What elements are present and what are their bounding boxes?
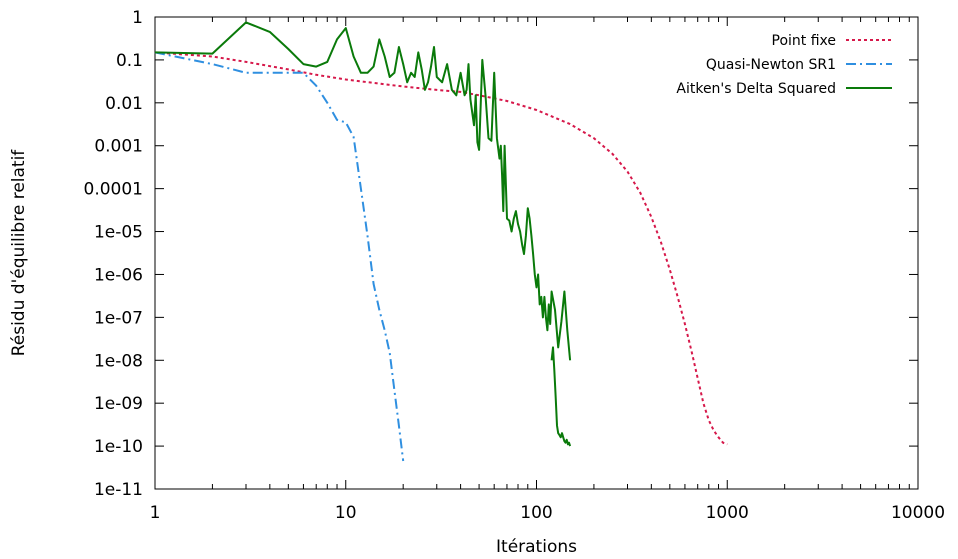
x-tick-label: 10000 (891, 503, 945, 523)
legend: Point fixe Quasi-Newton SR1 Aitken's Delta… (676, 33, 892, 97)
axis-ticks: 1 10 100 1000 10000 1 0.1 0.01 0.001 0.0001 1e-05 1… (84, 8, 946, 523)
series-1 (154, 51, 405, 462)
x-tick-label: 1000 (706, 503, 749, 523)
y-tick-label: 1e-08 (94, 351, 143, 371)
x-axis-label: Itérations (496, 537, 577, 557)
y-tick-label: 0.1 (116, 51, 143, 71)
x-tick-label: 100 (520, 503, 552, 523)
legend-label: Aitken's Delta Squared (676, 81, 836, 97)
legend-label: Quasi-Newton SR1 (706, 57, 836, 73)
legend-label: Point fixe (772, 33, 837, 49)
y-tick-label: 0.0001 (84, 180, 143, 200)
series-line (154, 51, 405, 462)
series-2 (154, 21, 572, 447)
y-tick-label: 1e-06 (94, 265, 143, 285)
y-tick-label: 1 (132, 8, 143, 28)
y-tick-label: 1e-09 (94, 394, 143, 414)
x-tick-label: 10 (335, 503, 357, 523)
y-axis-label: Résidu d'équilibre relatif (9, 149, 29, 357)
series-layer (154, 21, 728, 462)
y-tick-label: 1e-05 (94, 223, 143, 243)
y-tick-label: 0.01 (105, 94, 143, 114)
series-line (154, 51, 728, 446)
y-tick-label: 0.001 (94, 137, 143, 157)
y-tick-label: 1e-07 (94, 308, 143, 328)
series-line-tail (550, 346, 572, 447)
series-line (154, 21, 572, 361)
y-tick-label: 1e-11 (94, 480, 143, 500)
x-tick-label: 1 (150, 503, 161, 523)
y-tick-label: 1e-10 (94, 437, 143, 457)
series-0 (154, 51, 728, 446)
